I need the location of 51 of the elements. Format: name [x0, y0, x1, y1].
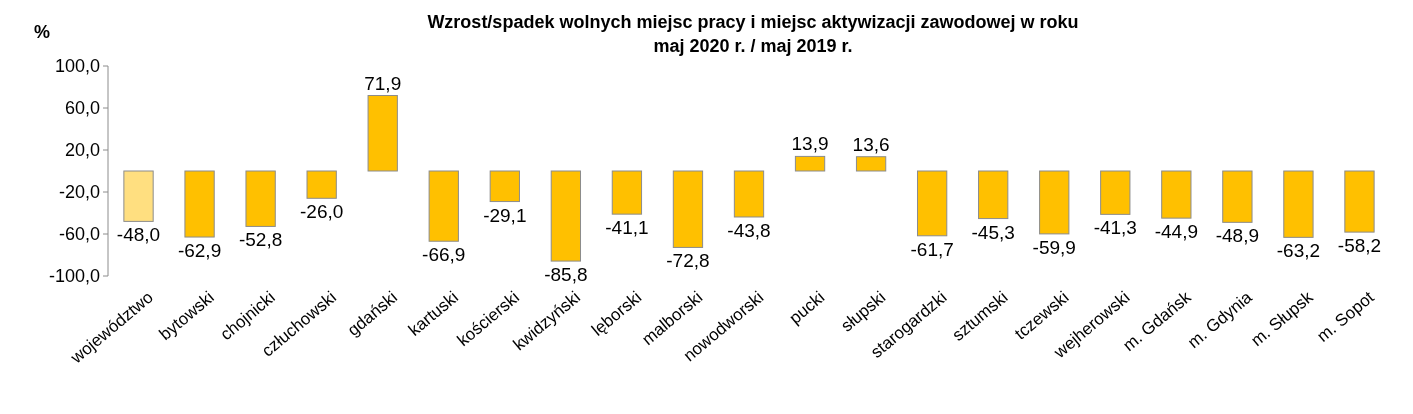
data-label: -45,3	[971, 221, 1015, 243]
bar	[184, 170, 215, 238]
y-tick-label: -20,0	[58, 182, 100, 203]
bar	[1222, 170, 1253, 223]
chart-subtitle: maj 2020 r. / maj 2019 r.	[653, 36, 853, 56]
data-label: -66,9	[422, 244, 466, 266]
bar	[489, 170, 520, 203]
bar	[733, 170, 765, 218]
y-tick-label: -60,0	[58, 224, 100, 245]
bar	[550, 170, 582, 262]
data-label: -62,9	[177, 240, 222, 262]
data-label: -85,8	[544, 264, 588, 286]
data-label: -72,8	[666, 250, 710, 272]
y-tick-label: 20,0	[64, 140, 100, 161]
bar	[1283, 170, 1314, 238]
bar	[916, 170, 948, 237]
data-label: -48,0	[116, 224, 161, 246]
chart-title: Wzrost/spadek wolnych miejsc pracy i miejsc aktywizacji zawodowej w roku	[427, 12, 1079, 32]
data-label: 13,6	[852, 133, 890, 155]
data-label: -61,7	[910, 238, 954, 260]
y-axis-title: %	[33, 22, 51, 42]
data-label: -52,8	[238, 229, 283, 251]
bar	[245, 170, 276, 227]
data-label: -26,0	[300, 201, 344, 223]
data-label: -63,2	[1276, 240, 1321, 262]
y-tick-label: 100,0	[54, 56, 100, 77]
data-label: -29,1	[483, 204, 527, 226]
y-tick-label: 60,0	[64, 98, 100, 119]
bar	[1161, 170, 1192, 219]
bar	[428, 170, 459, 242]
data-label: -41,3	[1093, 217, 1137, 239]
bar	[672, 170, 704, 248]
bar	[306, 170, 337, 199]
data-label: -41,1	[605, 217, 649, 239]
bar	[611, 170, 643, 215]
bar	[367, 95, 398, 172]
data-label: -44,9	[1154, 221, 1198, 243]
bar	[123, 170, 154, 222]
bar	[1100, 170, 1131, 215]
data-label: 13,9	[791, 133, 829, 155]
bar	[794, 155, 826, 172]
bar	[1039, 170, 1070, 235]
data-label: -58,2	[1337, 235, 1382, 257]
data-label: -48,9	[1215, 225, 1260, 247]
data-label: -59,9	[1032, 236, 1076, 258]
bar	[978, 170, 1009, 220]
bar	[1344, 170, 1375, 233]
bar	[855, 156, 887, 172]
data-label: 71,9	[364, 72, 402, 94]
data-label: -43,8	[727, 219, 771, 241]
y-tick-label: -100,0	[48, 266, 100, 287]
